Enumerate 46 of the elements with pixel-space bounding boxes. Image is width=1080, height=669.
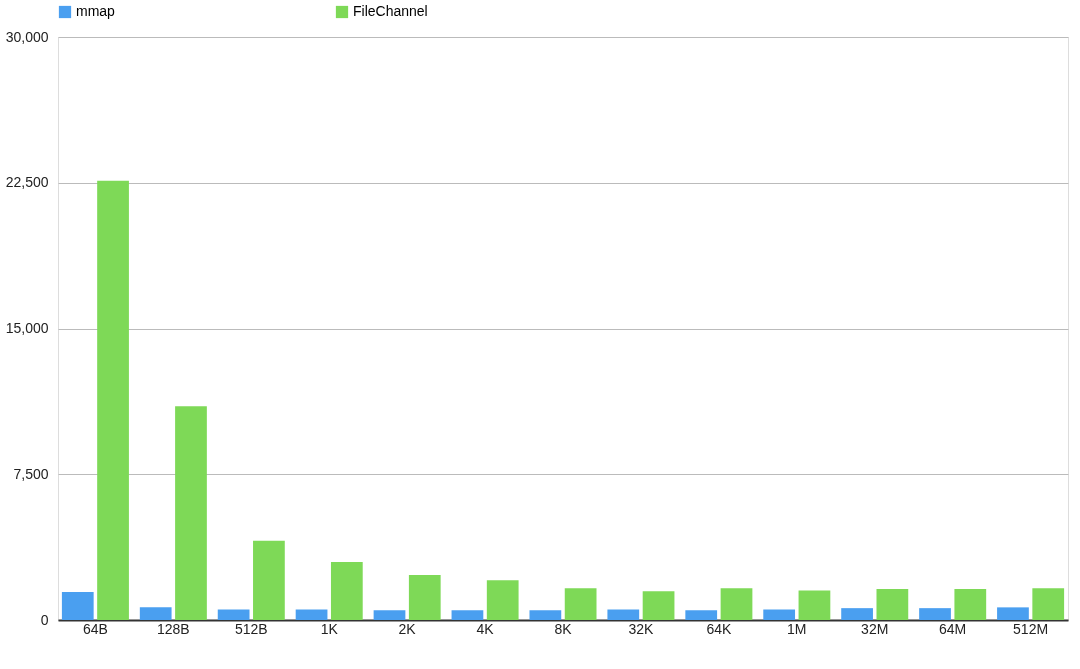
x-tick-label: 512M — [1013, 620, 1049, 637]
bar — [564, 588, 597, 620]
y-tick-label: 22,500 — [5, 174, 49, 191]
legend-label: FileChannel — [353, 3, 428, 19]
bar — [330, 562, 363, 620]
bar — [175, 406, 207, 620]
bar — [295, 609, 328, 620]
x-tick-label: 8K — [554, 620, 573, 637]
y-tick-label: 15,000 — [5, 320, 49, 336]
y-tick-label: 7,500 — [13, 465, 49, 482]
bar — [97, 180, 129, 620]
x-tick-label: 64K — [706, 620, 732, 637]
y-tick-label: 30,000 — [5, 28, 49, 45]
bar — [919, 608, 951, 620]
bar — [486, 580, 519, 620]
bar — [139, 607, 172, 620]
legend-label: mmap — [76, 3, 116, 19]
x-tick-label: 4K — [476, 620, 495, 637]
bar — [61, 592, 94, 620]
bar — [1032, 588, 1065, 620]
x-tick-label: 32K — [628, 620, 655, 637]
bar — [529, 610, 562, 620]
bar — [253, 540, 285, 620]
x-tick-label: 128B — [156, 620, 190, 637]
x-tick-label: 512B — [234, 620, 268, 637]
x-tick-label: 32M — [861, 620, 889, 637]
bar — [217, 609, 250, 620]
bar — [451, 610, 484, 620]
bar — [876, 589, 909, 620]
bar — [685, 610, 718, 620]
y-tick-label: 0 — [40, 611, 49, 628]
x-tick-label: 1M — [787, 620, 807, 637]
x-tick-label: 2K — [398, 620, 417, 637]
bar — [841, 608, 873, 620]
bar — [798, 590, 831, 620]
bar — [954, 589, 987, 620]
bar — [642, 591, 675, 620]
x-tick-label: 64M — [939, 620, 967, 637]
bar — [763, 609, 796, 620]
x-tick-label: 1K — [320, 620, 339, 637]
bar — [607, 609, 640, 620]
bar — [720, 588, 753, 620]
x-tick-label: 64B — [82, 620, 108, 637]
bar — [373, 610, 406, 620]
bar — [997, 607, 1029, 620]
bar — [408, 574, 441, 620]
